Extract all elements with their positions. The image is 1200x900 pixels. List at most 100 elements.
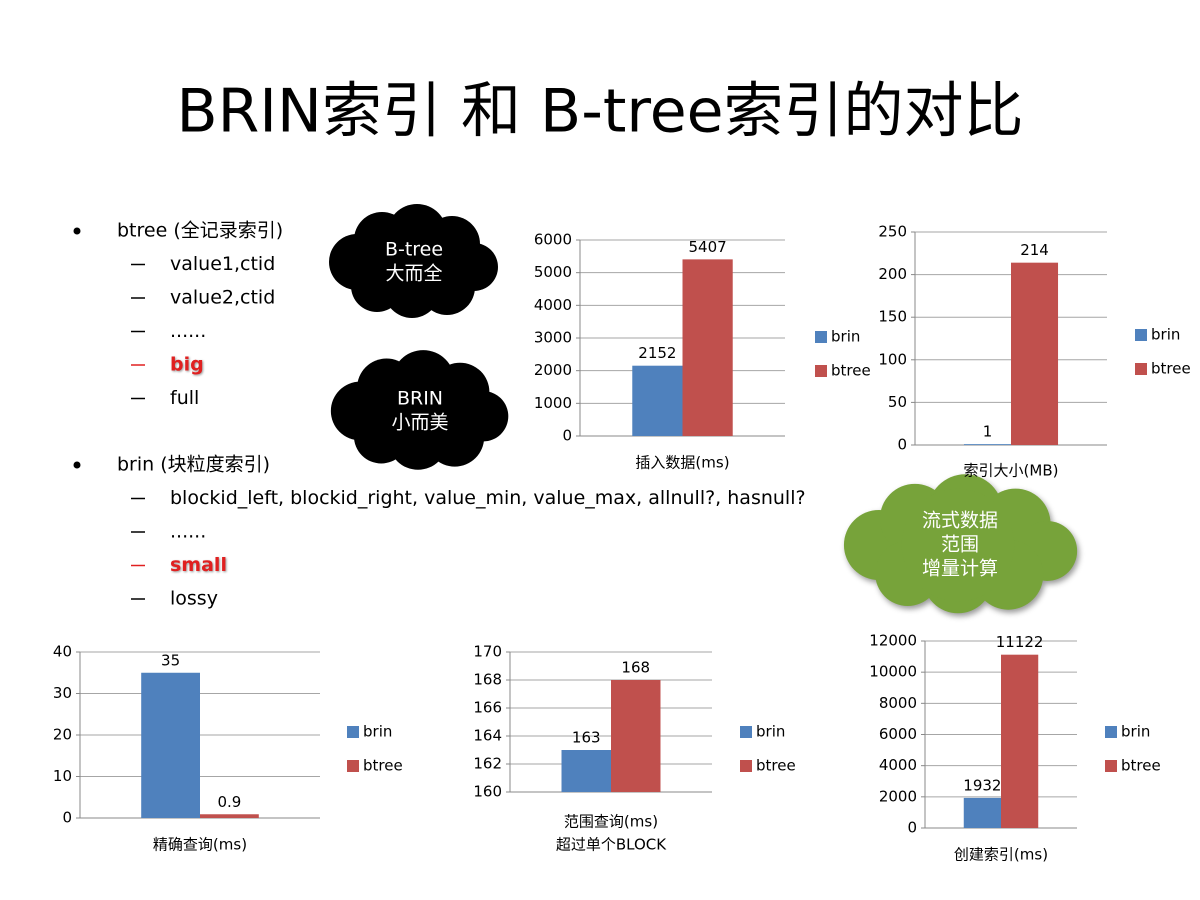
- y-tick-label: 5000: [534, 263, 572, 281]
- legend-swatch: [1135, 329, 1147, 341]
- y-tick-label: 0: [897, 436, 907, 454]
- cloud: [329, 204, 498, 318]
- x-category-label: 范围查询(ms): [564, 813, 658, 831]
- legend-swatch: [815, 331, 827, 343]
- data-label: 214: [1020, 241, 1049, 259]
- data-label: 35: [161, 651, 180, 669]
- sub-item-text: big: [170, 354, 204, 376]
- y-tick-label: 8000: [879, 694, 917, 712]
- legend-label: brin: [1151, 326, 1180, 344]
- bar: [200, 814, 259, 818]
- sub-item-text: value2,ctid: [170, 287, 275, 309]
- bar: [1001, 654, 1039, 828]
- y-tick-label: 3000: [534, 329, 572, 347]
- y-tick-label: 10: [53, 767, 72, 785]
- legend-swatch: [1105, 760, 1117, 772]
- x-axis-sublabel: 超过单个BLOCK: [556, 836, 667, 854]
- bullet-dot: [73, 461, 81, 469]
- bar: [1011, 262, 1059, 445]
- legend-label: brin: [756, 723, 785, 741]
- cloud: [330, 350, 509, 470]
- bar: [963, 797, 1001, 828]
- cloud-text: BRIN: [397, 388, 443, 410]
- legend-swatch: [347, 760, 359, 772]
- data-label: 11122: [996, 633, 1044, 651]
- bar: [141, 672, 200, 818]
- x-category-label: 创建索引(ms): [954, 846, 1048, 864]
- legend-label: btree: [1151, 360, 1191, 378]
- y-tick-label: 100: [878, 350, 907, 368]
- y-tick-label: 6000: [879, 725, 917, 743]
- legend-label: brin: [831, 328, 860, 346]
- y-tick-label: 2000: [879, 787, 917, 805]
- legend-swatch: [347, 726, 359, 738]
- data-label: 5407: [689, 238, 727, 256]
- y-tick-label: 160: [473, 783, 502, 801]
- y-tick-label: 20: [53, 726, 72, 744]
- legend-swatch: [1105, 726, 1117, 738]
- bar: [682, 259, 733, 436]
- y-tick-label: 40: [53, 643, 72, 661]
- y-tick-label: 0: [562, 427, 572, 445]
- bar: [632, 365, 683, 436]
- y-tick-label: 4000: [534, 296, 572, 314]
- legend-label: brin: [1121, 723, 1150, 741]
- data-label: 163: [572, 729, 601, 747]
- cloud-puff: [367, 217, 457, 307]
- cloud-text: 小而美: [391, 412, 448, 434]
- x-category-label: 索引大小(MB): [964, 462, 1059, 480]
- y-tick-label: 6000: [534, 231, 572, 249]
- y-tick-label: 250: [878, 223, 907, 241]
- legend-swatch: [815, 365, 827, 377]
- y-tick-label: 50: [888, 393, 907, 411]
- cloud-text: 范围: [941, 534, 979, 556]
- y-tick-label: 166: [473, 699, 502, 717]
- cloud-text: 增量计算: [922, 558, 998, 580]
- data-label: 0.9: [217, 793, 241, 811]
- sub-item-text: small: [170, 554, 227, 576]
- bullet-text: brin (块粒度索引): [117, 454, 270, 476]
- legend-swatch: [740, 760, 752, 772]
- bar: [611, 680, 661, 792]
- y-tick-label: 12000: [869, 632, 917, 650]
- y-tick-label: 164: [473, 727, 502, 745]
- y-tick-label: 162: [473, 755, 502, 773]
- y-tick-label: 200: [878, 265, 907, 283]
- y-tick-label: 1000: [534, 394, 572, 412]
- y-tick-label: 170: [473, 643, 502, 661]
- cloud-text: 大而全: [385, 263, 442, 285]
- sub-item-text: ......: [170, 320, 206, 342]
- legend-label: btree: [363, 757, 403, 775]
- cloud-text: 流式数据: [922, 510, 998, 532]
- sub-item-text: value1,ctid: [170, 253, 275, 275]
- data-label: 1932: [963, 776, 1001, 794]
- sub-item-text: ......: [170, 521, 206, 543]
- y-tick-label: 150: [878, 308, 907, 326]
- y-tick-label: 168: [473, 671, 502, 689]
- cloud-puff: [901, 488, 1015, 602]
- legend-label: btree: [831, 362, 871, 380]
- cloud-puff: [370, 363, 466, 459]
- legend-label: brin: [363, 723, 392, 741]
- cloud-text: B-tree: [385, 239, 443, 261]
- legend-label: btree: [1121, 757, 1161, 775]
- data-label: 168: [621, 659, 650, 677]
- x-category-label: 插入数据(ms): [635, 454, 729, 472]
- bar: [561, 750, 611, 792]
- y-tick-label: 30: [53, 684, 72, 702]
- bullet-dot: [73, 227, 81, 235]
- data-label: 2152: [638, 344, 676, 362]
- data-label: 1: [983, 423, 993, 441]
- bar: [963, 444, 1011, 445]
- cloud: [843, 474, 1078, 614]
- legend-label: btree: [756, 757, 796, 775]
- y-tick-label: 4000: [879, 756, 917, 774]
- slide-title: BRIN索引 和 B-tree索引的对比: [176, 77, 1023, 147]
- sub-item-text: full: [170, 387, 199, 409]
- sub-item-text: lossy: [170, 588, 218, 610]
- legend-swatch: [740, 726, 752, 738]
- sub-item-text: blockid_left, blockid_right, value_min, …: [170, 487, 806, 509]
- y-tick-label: 0: [62, 809, 72, 827]
- y-tick-label: 2000: [534, 361, 572, 379]
